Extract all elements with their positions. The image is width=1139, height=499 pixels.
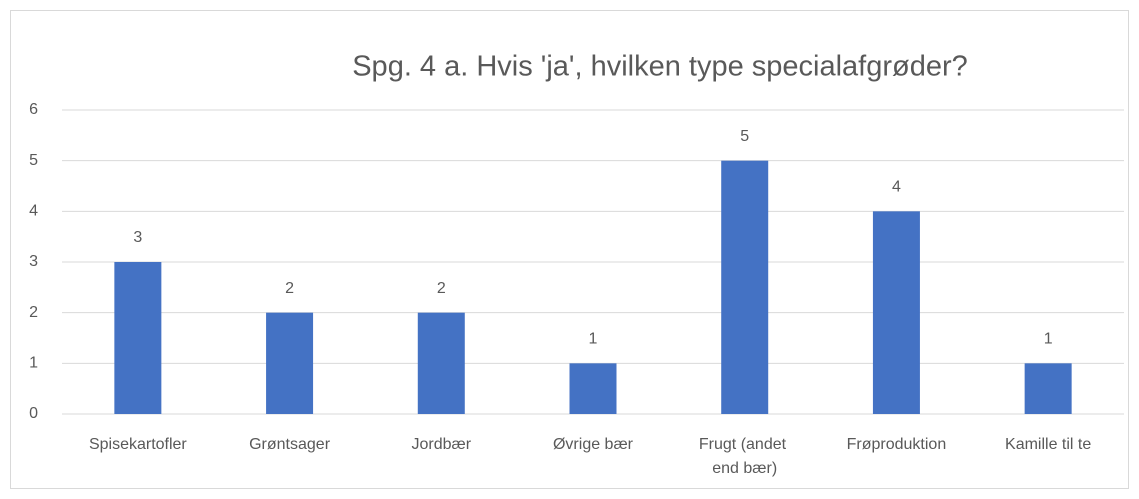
x-tick-label: Grøntsager <box>249 436 331 453</box>
y-tick-label: 6 <box>29 101 38 118</box>
data-label: 4 <box>892 179 901 196</box>
bar <box>721 160 769 414</box>
y-tick-label: 2 <box>29 304 38 321</box>
data-label: 1 <box>589 331 598 348</box>
data-label: 5 <box>740 128 749 145</box>
bar <box>1024 363 1072 414</box>
bar <box>266 312 314 414</box>
x-tick-label: Spisekartofler <box>89 436 187 453</box>
y-tick-label: 1 <box>29 355 38 372</box>
bar <box>872 211 920 414</box>
y-tick-label: 3 <box>29 253 38 270</box>
data-label: 3 <box>133 229 142 246</box>
x-tick-label: Jordbær <box>411 436 471 453</box>
data-label: 2 <box>285 280 294 297</box>
bar <box>114 262 162 414</box>
x-tick-label: Frugt (andet end bær) <box>699 436 791 477</box>
y-tick-label: 0 <box>29 405 38 422</box>
chart-title: Spg. 4 a. Hvis 'ja', hvilken type specia… <box>352 51 968 83</box>
y-tick-label: 4 <box>29 203 38 220</box>
data-label: 1 <box>1044 331 1053 348</box>
bar <box>417 312 465 414</box>
data-label: 2 <box>437 280 446 297</box>
x-tick-label: Frøproduktion <box>847 436 947 453</box>
y-tick-label: 5 <box>29 152 38 169</box>
x-tick-label: Øvrige bær <box>553 436 634 453</box>
x-tick-label: Kamille til te <box>1005 436 1091 453</box>
bar <box>569 363 617 414</box>
